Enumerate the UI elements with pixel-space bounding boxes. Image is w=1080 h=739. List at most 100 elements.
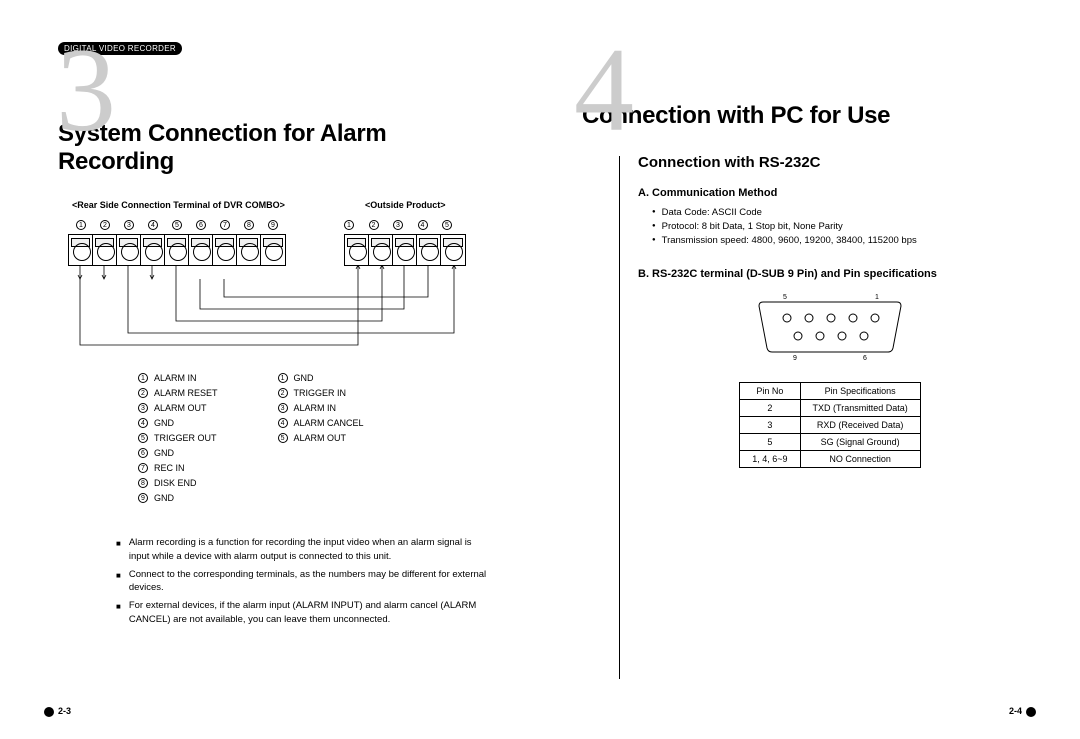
legend-row: 6GND (138, 448, 218, 458)
pin-label-5: 5 (783, 294, 787, 301)
legend-row: 4GND (138, 418, 218, 428)
page-bullet-icon (1026, 707, 1036, 717)
subtitle-outside: <Outside Product> (353, 200, 446, 210)
bullet-item: Protocol: 8 bit Data, 1 Stop bit, None P… (652, 221, 1022, 232)
legend-row: 2TRIGGER IN (278, 388, 364, 398)
terminal-cell (69, 235, 93, 265)
circled-number: 9 (268, 220, 278, 230)
legend-row: 7REC IN (138, 463, 218, 473)
bullet-item: Data Code: ASCII Code (652, 207, 1022, 218)
title-left: System Connection for Alarm Recording (58, 120, 498, 176)
table-cell: RXD (Received Data) (800, 417, 920, 434)
terminal-cell (237, 235, 261, 265)
circled-number: 8 (244, 220, 254, 230)
square-bullet-icon: ■ (116, 538, 121, 564)
square-bullet-icon: ■ (116, 601, 121, 627)
terminal-cell (93, 235, 117, 265)
page-left: DIGITAL VIDEO RECORDER 3 System Connecti… (0, 0, 544, 739)
table-row: 1, 4, 6~9NO Connection (740, 451, 920, 468)
legend-row: 1ALARM IN (138, 373, 218, 383)
circled-number: 1 (76, 220, 86, 230)
pin-spec-table: Pin NoPin Specifications 2TXD (Transmitt… (739, 382, 920, 468)
circled-number: 2 (278, 388, 288, 398)
terminal-diagram: 123456789 12345 (58, 220, 498, 365)
table-cell: SG (Signal Ground) (800, 434, 920, 451)
circled-number: 4 (278, 418, 288, 428)
circled-number: 6 (138, 448, 148, 458)
vertical-divider (619, 156, 620, 679)
note-item: ■Connect to the corresponding terminals,… (116, 568, 488, 596)
legend-row: 1GND (278, 373, 364, 383)
legend-row: 8DISK END (138, 478, 218, 488)
notes-list: ■Alarm recording is a function for recor… (116, 536, 488, 627)
table-cell: 5 (740, 434, 800, 451)
subtitle-dvr: <Rear Side Connection Terminal of DVR CO… (58, 200, 353, 210)
page-bullet-icon (44, 707, 54, 717)
circled-number: 2 (138, 388, 148, 398)
terminal-cell (141, 235, 165, 265)
block2-numbers: 1 2 3 4 5 (344, 220, 452, 230)
terminal-cell (417, 235, 441, 265)
circled-number: 6 (196, 220, 206, 230)
legend-row: 5ALARM OUT (278, 433, 364, 443)
pin-spec-heading: B. RS-232C terminal (D-SUB 9 Pin) and Pi… (638, 268, 1022, 280)
comm-method-bullets: Data Code: ASCII Code Protocol: 8 bit Dat… (652, 207, 1022, 246)
note-item: ■For external devices, if the alarm inpu… (116, 599, 488, 627)
circled-number: 3 (393, 220, 403, 230)
table-row: 5SG (Signal Ground) (740, 434, 920, 451)
circled-number: 3 (124, 220, 134, 230)
page-spread: DIGITAL VIDEO RECORDER 3 System Connecti… (0, 0, 1080, 739)
terminal-subtitles: <Rear Side Connection Terminal of DVR CO… (58, 200, 498, 210)
terminal-cell (213, 235, 237, 265)
table-cell: TXD (Transmitted Data) (800, 400, 920, 417)
terminal-block-1 (68, 234, 286, 266)
right-content: Connection with RS-232C A. Communication… (638, 154, 1022, 468)
legend-row: 5TRIGGER OUT (138, 433, 218, 443)
pin-label-6: 6 (863, 355, 867, 362)
terminal-cell (369, 235, 393, 265)
table-cell: 3 (740, 417, 800, 434)
circled-number: 9 (138, 493, 148, 503)
note-item: ■Alarm recording is a function for recor… (116, 536, 488, 564)
terminal-cell (261, 235, 285, 265)
circled-number: 8 (138, 478, 148, 488)
legend-col-2: 1GND2TRIGGER IN3ALARM IN4ALARM CANCEL5AL… (278, 373, 364, 508)
terminal-cell (117, 235, 141, 265)
circled-number: 2 (369, 220, 379, 230)
square-bullet-icon: ■ (116, 570, 121, 596)
circled-number: 5 (138, 433, 148, 443)
legend-row: 4ALARM CANCEL (278, 418, 364, 428)
dsub9-connector-icon: 5 1 9 6 (745, 292, 915, 362)
table-row: 3RXD (Received Data) (740, 417, 920, 434)
comm-method-heading: A. Communication Method (638, 187, 1022, 199)
page-number-right: 2-4 (1009, 706, 1036, 717)
pin-label-9: 9 (793, 355, 797, 362)
bullet-item: Transmission speed: 4800, 9600, 19200, 3… (652, 235, 1022, 246)
circled-number: 5 (442, 220, 452, 230)
terminal-cell (345, 235, 369, 265)
circled-number: 3 (138, 403, 148, 413)
terminal-block-2 (344, 234, 466, 266)
pin-label-1: 1 (875, 294, 879, 301)
terminal-cell (441, 235, 465, 265)
circled-number: 5 (172, 220, 182, 230)
terminal-cell (189, 235, 213, 265)
table-cell: 2 (740, 400, 800, 417)
legend-row: 3ALARM OUT (138, 403, 218, 413)
terminal-cell (165, 235, 189, 265)
circled-number: 1 (344, 220, 354, 230)
terminal-cell (393, 235, 417, 265)
block1-numbers: 123456789 (76, 220, 278, 230)
page-number-left: 2-3 (44, 706, 71, 717)
legend-row: 2ALARM RESET (138, 388, 218, 398)
title-right: Connection with PC for Use (582, 102, 1022, 130)
circled-number: 1 (138, 373, 148, 383)
circled-number: 3 (278, 403, 288, 413)
legend-col-1: 1ALARM IN 2ALARM RESET 3ALARM OUT 4GND 5TRIG… (138, 373, 218, 508)
section-number-3: 3 (56, 30, 116, 150)
table-header: Pin Specifications (800, 383, 920, 400)
circled-number: 2 (100, 220, 110, 230)
circled-number: 7 (138, 463, 148, 473)
table-row: 2TXD (Transmitted Data) (740, 400, 920, 417)
circled-number: 4 (418, 220, 428, 230)
